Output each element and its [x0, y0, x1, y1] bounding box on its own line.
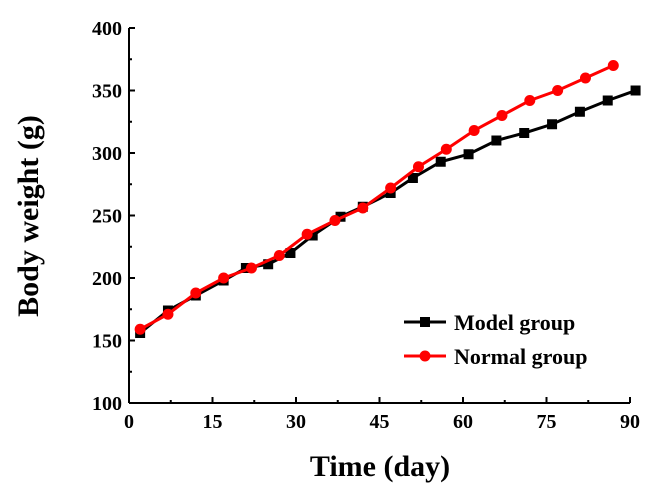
y-tick-label: 250 [92, 206, 122, 228]
data-point [245, 262, 257, 274]
data-point [385, 182, 397, 194]
x-axis-title: Time (day) [310, 450, 450, 483]
series-normal-group [134, 60, 619, 335]
y-tick-label: 300 [92, 143, 122, 165]
y-tick-label: 200 [92, 268, 122, 290]
x-tick-label: 30 [286, 411, 306, 433]
y-tick-label: 100 [92, 393, 122, 415]
data-point [134, 323, 146, 335]
data-point [307, 230, 318, 241]
data-point [602, 95, 613, 106]
data-point [329, 215, 341, 226]
data-point [630, 85, 641, 96]
data-point [407, 173, 418, 183]
data-point [491, 135, 502, 146]
data-point [552, 85, 564, 96]
x-tick-label: 75 [537, 411, 557, 433]
data-point [524, 95, 536, 106]
series-line [139, 89, 637, 335]
data-point [162, 308, 174, 320]
y-tick-label: 350 [92, 81, 122, 103]
data-point [273, 250, 285, 261]
legend-label: Model group [454, 310, 575, 335]
data-point [468, 125, 480, 136]
legend-marker [420, 317, 430, 327]
data-point [190, 287, 202, 299]
data-point [607, 60, 619, 71]
data-point [579, 72, 591, 84]
data-point [435, 156, 446, 167]
data-point [301, 228, 313, 240]
x-tick-label: 60 [453, 411, 473, 433]
series-line [139, 64, 614, 331]
data-point [463, 149, 474, 160]
x-tick-label: 90 [620, 411, 640, 433]
data-point [574, 106, 585, 117]
y-tick-label: 150 [92, 331, 122, 353]
series-model-group [135, 85, 641, 338]
data-point [357, 202, 369, 214]
series-layer [134, 60, 641, 338]
data-point [440, 143, 452, 155]
legend-marker [419, 350, 431, 362]
legend: Model group Normal group [404, 310, 587, 369]
data-point [263, 259, 274, 270]
y-axis-title: Body weight (g) [12, 115, 45, 317]
x-tick-label: 15 [203, 411, 223, 433]
x-tick-label: 45 [370, 411, 390, 433]
x-tick-label: 0 [124, 411, 134, 433]
data-point [519, 128, 530, 138]
data-point [285, 248, 296, 258]
axes: 0 15 30 45 60 75 90 100 150 200 250 300 350 400 [92, 18, 640, 433]
data-point [412, 161, 424, 173]
data-point [496, 110, 508, 121]
data-point [240, 263, 251, 273]
data-point [547, 119, 558, 130]
legend-label: Normal group [454, 344, 587, 369]
data-point [218, 272, 230, 284]
y-tick-label: 400 [92, 18, 122, 40]
